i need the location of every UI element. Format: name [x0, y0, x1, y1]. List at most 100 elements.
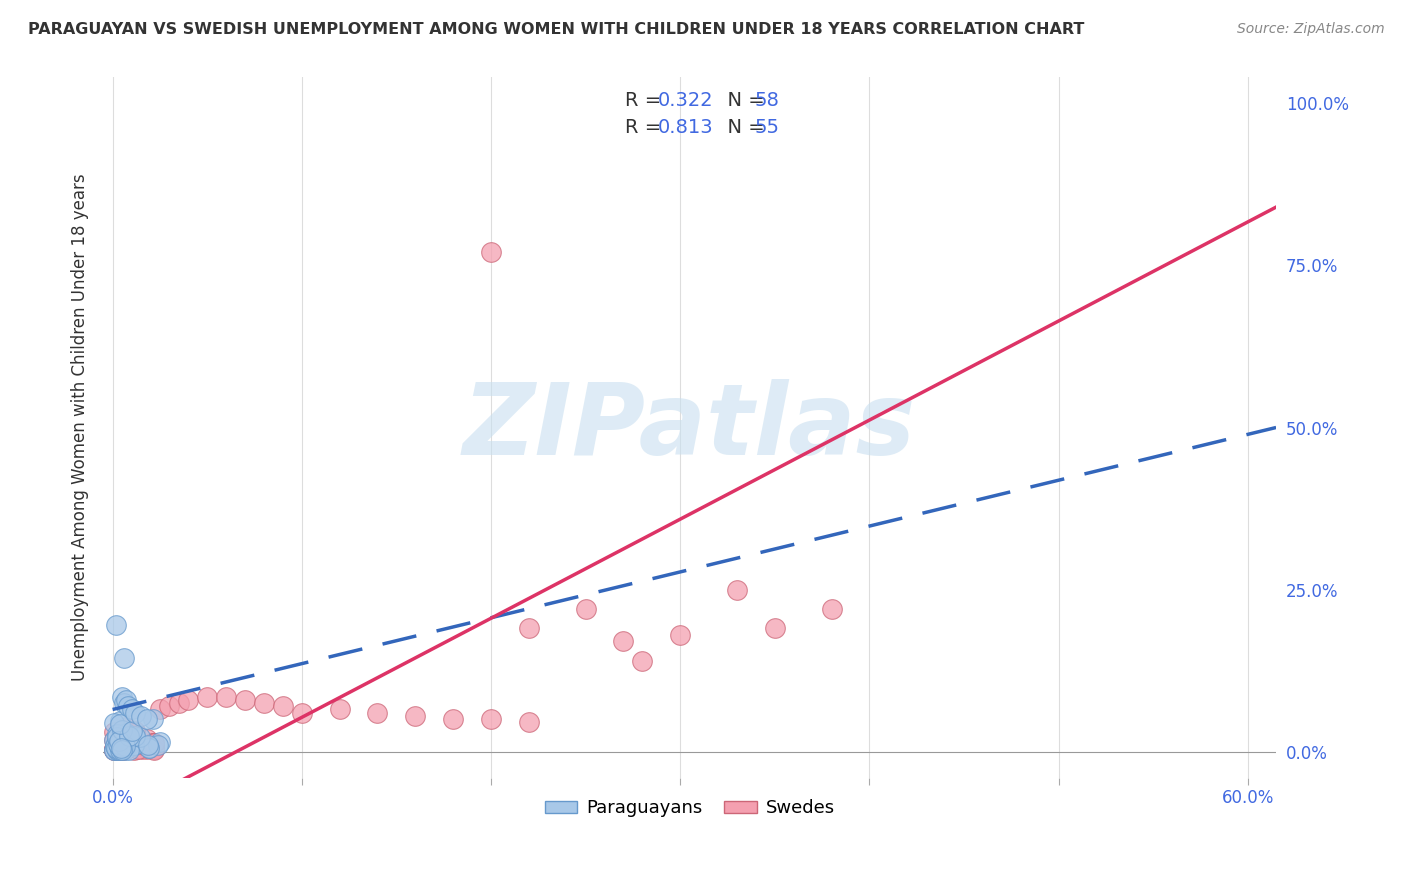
Point [149, 735, 172, 749]
Point [114, 739, 136, 753]
Point [115, 726, 138, 740]
Point [114, 692, 136, 706]
Point [110, 741, 132, 756]
Point [135, 712, 157, 726]
Point [146, 739, 169, 753]
Point [112, 731, 135, 746]
Point [195, 690, 218, 704]
Text: N =: N = [716, 91, 772, 110]
Point [143, 739, 166, 754]
Point [125, 735, 148, 749]
Point [479, 245, 502, 260]
Point [135, 731, 157, 746]
Point [763, 622, 786, 636]
Text: 0.322: 0.322 [658, 91, 714, 110]
Point [127, 733, 149, 747]
Point [111, 741, 134, 756]
Point [105, 727, 128, 741]
Point [291, 706, 314, 720]
Point [111, 723, 134, 738]
Point [124, 724, 146, 739]
Point [103, 725, 125, 739]
Point [112, 696, 135, 710]
Point [135, 742, 157, 756]
Point [110, 739, 132, 754]
Point [118, 742, 141, 756]
Point [105, 740, 128, 755]
Point [121, 702, 143, 716]
Point [517, 715, 540, 730]
Point [103, 742, 125, 756]
Text: 55: 55 [754, 119, 779, 137]
Text: PARAGUAYAN VS SWEDISH UNEMPLOYMENT AMONG WOMEN WITH CHILDREN UNDER 18 YEARS CORR: PARAGUAYAN VS SWEDISH UNEMPLOYMENT AMONG… [28, 22, 1084, 37]
Point [107, 743, 129, 757]
Text: 0.813: 0.813 [658, 119, 714, 137]
Text: ZIPatlas: ZIPatlas [463, 379, 917, 476]
Point [143, 742, 166, 756]
Point [111, 738, 134, 752]
Point [725, 582, 748, 597]
Point [107, 739, 129, 753]
Point [103, 733, 125, 747]
Point [107, 742, 129, 756]
Point [108, 739, 131, 753]
Point [118, 738, 141, 752]
Point [112, 650, 135, 665]
Point [110, 743, 132, 757]
Point [111, 740, 134, 755]
Point [143, 736, 166, 750]
Point [127, 742, 149, 756]
Y-axis label: Unemployment Among Women with Children Under 18 years: Unemployment Among Women with Children U… [72, 174, 89, 681]
Point [117, 699, 139, 714]
Point [103, 716, 125, 731]
Point [103, 742, 125, 756]
Point [108, 740, 131, 755]
Point [124, 731, 146, 746]
Point [112, 739, 135, 754]
Point [669, 628, 692, 642]
Point [157, 699, 180, 714]
Point [108, 742, 131, 756]
Point [138, 739, 160, 753]
Point [114, 742, 136, 756]
Point [103, 742, 125, 756]
Point [143, 736, 166, 750]
Point [111, 743, 134, 757]
Point [112, 732, 135, 747]
Point [110, 735, 132, 749]
Point [143, 743, 166, 757]
Point [167, 696, 190, 710]
Point [404, 709, 426, 723]
Point [118, 729, 141, 743]
Point [138, 741, 160, 756]
Point [233, 692, 256, 706]
Point [111, 742, 134, 756]
Point [820, 602, 842, 616]
Point [122, 743, 145, 757]
Point [111, 742, 134, 756]
Legend: Paraguayans, Swedes: Paraguayans, Swedes [537, 792, 842, 824]
Point [129, 709, 152, 723]
Point [612, 634, 634, 648]
Point [108, 717, 131, 731]
Point [131, 741, 153, 756]
Point [479, 712, 502, 726]
Point [141, 736, 163, 750]
Point [574, 602, 596, 616]
Text: R =: R = [626, 119, 668, 137]
Point [517, 622, 540, 636]
Point [124, 706, 146, 720]
Point [115, 720, 138, 734]
Point [103, 742, 125, 756]
Text: N =: N = [716, 119, 772, 137]
Point [105, 742, 128, 756]
Point [111, 690, 134, 704]
Text: Source: ZipAtlas.com: Source: ZipAtlas.com [1237, 22, 1385, 37]
Point [107, 730, 129, 744]
Point [112, 738, 135, 752]
Point [149, 702, 172, 716]
Text: R =: R = [626, 91, 668, 110]
Point [107, 738, 129, 752]
Text: 58: 58 [754, 91, 779, 110]
Point [104, 739, 127, 753]
